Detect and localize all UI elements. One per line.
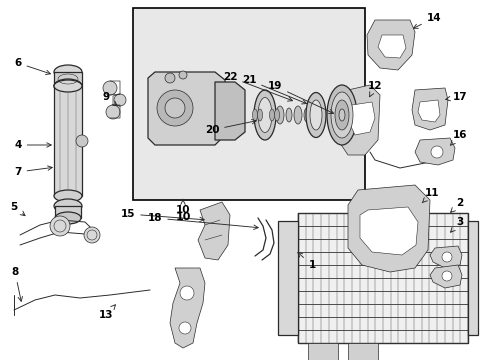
Text: 5: 5 <box>10 202 25 216</box>
Ellipse shape <box>54 190 82 202</box>
Ellipse shape <box>257 109 262 121</box>
Bar <box>54 72 82 86</box>
Circle shape <box>441 271 451 281</box>
Ellipse shape <box>326 85 356 145</box>
Polygon shape <box>337 85 379 155</box>
Ellipse shape <box>54 79 82 93</box>
Circle shape <box>114 94 126 106</box>
Circle shape <box>164 98 184 118</box>
Polygon shape <box>215 82 244 140</box>
Bar <box>54 86 82 196</box>
Polygon shape <box>148 72 224 145</box>
Ellipse shape <box>338 109 345 121</box>
Ellipse shape <box>252 109 257 121</box>
Circle shape <box>164 73 175 83</box>
Text: 2: 2 <box>450 198 463 212</box>
Text: 7: 7 <box>14 166 52 177</box>
Ellipse shape <box>330 92 352 138</box>
Circle shape <box>430 146 442 158</box>
Circle shape <box>84 227 100 243</box>
Bar <box>55 206 81 218</box>
Bar <box>307 343 337 360</box>
Polygon shape <box>429 265 461 288</box>
Ellipse shape <box>258 98 271 132</box>
Ellipse shape <box>274 109 279 121</box>
Text: 3: 3 <box>449 217 463 232</box>
Circle shape <box>103 81 117 95</box>
Text: 20: 20 <box>204 120 256 135</box>
Polygon shape <box>429 246 461 268</box>
Text: 1: 1 <box>297 252 315 270</box>
Text: 13: 13 <box>99 305 115 320</box>
Text: 21: 21 <box>241 75 306 104</box>
Text: 11: 11 <box>421 188 438 203</box>
Text: 14: 14 <box>412 13 440 28</box>
Text: 15: 15 <box>121 209 204 222</box>
Circle shape <box>76 135 88 147</box>
Bar <box>133 8 364 200</box>
Ellipse shape <box>54 199 82 213</box>
Circle shape <box>441 252 451 262</box>
Ellipse shape <box>305 93 325 138</box>
Ellipse shape <box>309 100 321 130</box>
Ellipse shape <box>54 65 82 79</box>
Polygon shape <box>359 207 417 255</box>
Text: 6: 6 <box>14 58 50 75</box>
Circle shape <box>179 322 191 334</box>
Bar <box>297 213 467 343</box>
Ellipse shape <box>253 90 275 140</box>
Text: 12: 12 <box>367 81 382 97</box>
Ellipse shape <box>275 106 284 124</box>
Ellipse shape <box>285 108 291 122</box>
Circle shape <box>179 71 186 79</box>
Polygon shape <box>347 102 374 135</box>
Text: 9: 9 <box>102 92 117 106</box>
Text: 19: 19 <box>267 81 333 113</box>
Ellipse shape <box>54 80 82 92</box>
Text: 22: 22 <box>223 72 292 101</box>
Polygon shape <box>377 35 405 58</box>
Ellipse shape <box>334 100 348 130</box>
Polygon shape <box>414 138 454 165</box>
Text: 16: 16 <box>449 130 467 145</box>
Text: 4: 4 <box>14 140 51 150</box>
Polygon shape <box>366 20 414 70</box>
Circle shape <box>106 105 120 119</box>
Text: 18: 18 <box>147 213 258 229</box>
Circle shape <box>157 90 193 126</box>
Text: 17: 17 <box>445 92 467 102</box>
Polygon shape <box>411 88 447 130</box>
Circle shape <box>50 216 70 236</box>
Bar <box>467 221 477 335</box>
Polygon shape <box>170 268 204 348</box>
Text: 8: 8 <box>11 267 22 301</box>
Circle shape <box>180 286 194 300</box>
Text: 10: 10 <box>175 199 190 215</box>
Ellipse shape <box>304 108 309 122</box>
Text: 10: 10 <box>175 212 190 222</box>
Polygon shape <box>198 202 229 260</box>
Ellipse shape <box>269 109 274 121</box>
Polygon shape <box>417 100 439 122</box>
Ellipse shape <box>55 212 81 224</box>
Bar <box>278 221 297 335</box>
Polygon shape <box>347 185 429 272</box>
Ellipse shape <box>293 106 302 124</box>
Bar <box>347 343 377 360</box>
